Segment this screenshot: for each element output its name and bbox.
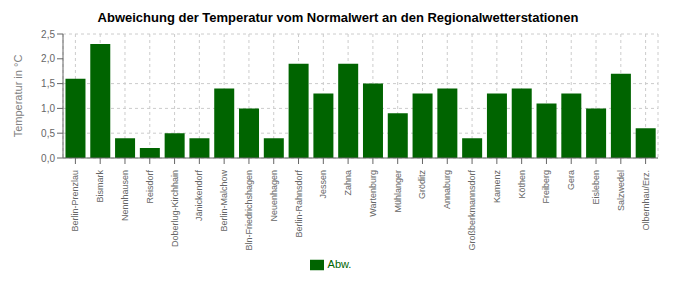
svg-text:Nennhausen: Nennhausen <box>120 170 130 221</box>
svg-text:Jänickendorf: Jänickendorf <box>194 170 204 222</box>
svg-text:Freiberg: Freiberg <box>541 170 551 204</box>
svg-text:Bismark: Bismark <box>95 170 105 203</box>
html-text:Abw.: Abw. <box>327 258 352 270</box>
svg-text:Salzwedel: Salzwedel <box>616 170 626 211</box>
svg-text:Gröditz: Gröditz <box>417 170 427 200</box>
svg-text:Bln-Friedrichshagen: Bln-Friedrichshagen <box>244 170 254 251</box>
html-text:Abweichung der Temperatur vom: Abweichung der Temperatur vom Normalwert… <box>97 10 579 25</box>
svg-text:Annaburg: Annaburg <box>442 170 452 209</box>
svg-text:Neuenhagen: Neuenhagen <box>269 170 279 222</box>
svg-text:Doberlug-Kirchhain: Doberlug-Kirchhain <box>170 170 180 247</box>
svg-text:Mühlanger: Mühlanger <box>393 170 403 213</box>
svg-text:Gera: Gera <box>566 170 576 190</box>
svg-text:Großberkmannsdorf: Großberkmannsdorf <box>467 170 477 251</box>
svg-text:Jessen: Jessen <box>318 170 328 199</box>
svg-text:Kamenz: Kamenz <box>492 170 502 204</box>
svg-text:Olbernhau/Erz.: Olbernhau/Erz. <box>641 170 651 231</box>
svg-text:Wartenburg: Wartenburg <box>368 170 378 217</box>
svg-text:Reisdorf: Reisdorf <box>145 170 155 204</box>
svg-text:2,0: 2,0 <box>41 53 55 64</box>
svg-text:Berlin-Rahnsdorf: Berlin-Rahnsdorf <box>294 170 304 238</box>
svg-text:Berlin-Prenzlau: Berlin-Prenzlau <box>70 170 80 232</box>
svg-text:Berlin-Malchow: Berlin-Malchow <box>219 170 229 232</box>
svg-text:0,5: 0,5 <box>41 128 55 139</box>
svg-text:Köthen: Köthen <box>517 170 527 199</box>
svg-text:Temperatur in °C: Temperatur in °C <box>12 55 24 138</box>
svg-text:1,0: 1,0 <box>41 103 55 114</box>
svg-text:0,0: 0,0 <box>41 153 55 164</box>
svg-text:Zahna: Zahna <box>343 170 353 196</box>
svg-text:1,5: 1,5 <box>41 78 55 89</box>
svg-text:2,5: 2,5 <box>41 29 55 40</box>
svg-text:Eisleben: Eisleben <box>591 170 601 205</box>
